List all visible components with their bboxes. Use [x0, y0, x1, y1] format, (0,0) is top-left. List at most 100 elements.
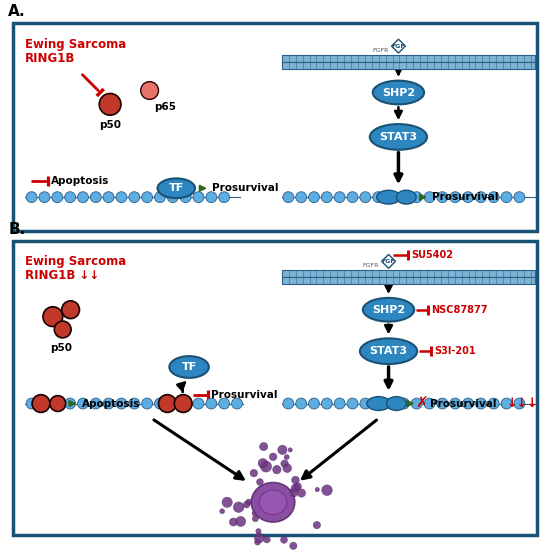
Circle shape	[252, 511, 257, 516]
Circle shape	[424, 192, 435, 202]
Circle shape	[254, 533, 264, 543]
Text: FGFR: FGFR	[362, 263, 379, 268]
Text: B.: B.	[8, 222, 26, 237]
Ellipse shape	[157, 178, 195, 198]
Circle shape	[39, 398, 50, 409]
Bar	[282, 270, 535, 277]
Text: SHP2: SHP2	[372, 305, 405, 315]
Text: FGFR: FGFR	[372, 48, 389, 53]
Circle shape	[129, 398, 140, 409]
Circle shape	[514, 398, 525, 409]
Circle shape	[206, 398, 217, 409]
Circle shape	[206, 192, 217, 202]
Circle shape	[232, 398, 243, 409]
Ellipse shape	[158, 395, 176, 413]
Circle shape	[270, 453, 277, 460]
Circle shape	[116, 192, 127, 202]
Circle shape	[222, 497, 232, 508]
Ellipse shape	[54, 321, 71, 338]
Text: SU5402: SU5402	[411, 250, 453, 260]
Circle shape	[437, 192, 448, 202]
Circle shape	[398, 398, 409, 409]
Text: Prosurvival: Prosurvival	[212, 183, 278, 193]
Circle shape	[292, 476, 299, 484]
Circle shape	[411, 398, 422, 409]
Ellipse shape	[373, 81, 424, 105]
Ellipse shape	[141, 82, 158, 100]
Ellipse shape	[169, 356, 209, 378]
Ellipse shape	[377, 190, 400, 204]
Circle shape	[437, 398, 448, 409]
Circle shape	[347, 398, 358, 409]
Circle shape	[180, 398, 191, 409]
Circle shape	[243, 502, 250, 508]
Circle shape	[424, 398, 435, 409]
Circle shape	[155, 192, 166, 202]
Circle shape	[514, 192, 525, 202]
Circle shape	[488, 398, 499, 409]
Circle shape	[256, 529, 261, 534]
Circle shape	[321, 398, 332, 409]
Circle shape	[129, 192, 140, 202]
Circle shape	[296, 192, 306, 202]
Circle shape	[321, 192, 332, 202]
Circle shape	[193, 398, 204, 409]
Circle shape	[283, 464, 292, 473]
Circle shape	[309, 398, 320, 409]
Circle shape	[219, 509, 224, 514]
Text: Apoptosis: Apoptosis	[81, 399, 140, 409]
Text: p65: p65	[155, 102, 177, 112]
Bar	[282, 55, 535, 62]
Circle shape	[309, 192, 320, 202]
Circle shape	[142, 398, 152, 409]
Circle shape	[386, 192, 397, 202]
Ellipse shape	[259, 490, 287, 515]
Circle shape	[26, 398, 37, 409]
Circle shape	[155, 398, 166, 409]
Circle shape	[229, 518, 238, 526]
Circle shape	[167, 192, 178, 202]
Circle shape	[281, 460, 288, 468]
Circle shape	[450, 398, 461, 409]
Text: p50: p50	[99, 120, 121, 130]
Ellipse shape	[367, 396, 390, 410]
Circle shape	[386, 398, 397, 409]
Text: S3I-201: S3I-201	[434, 346, 476, 356]
Circle shape	[411, 192, 422, 202]
Text: RING1B: RING1B	[25, 52, 75, 65]
FancyBboxPatch shape	[13, 23, 537, 231]
Text: ✗: ✗	[415, 396, 427, 411]
Circle shape	[233, 502, 244, 513]
Ellipse shape	[32, 395, 50, 413]
Text: Apoptosis: Apoptosis	[51, 176, 109, 186]
Circle shape	[26, 192, 37, 202]
Text: STAT3: STAT3	[370, 346, 408, 356]
Circle shape	[142, 192, 152, 202]
Text: A.: A.	[8, 4, 26, 19]
Ellipse shape	[251, 483, 295, 522]
Circle shape	[296, 398, 306, 409]
Circle shape	[180, 192, 191, 202]
Circle shape	[250, 469, 257, 477]
Circle shape	[252, 515, 258, 522]
Circle shape	[334, 192, 345, 202]
Circle shape	[219, 192, 229, 202]
Circle shape	[90, 192, 101, 202]
Circle shape	[65, 398, 75, 409]
Ellipse shape	[43, 307, 63, 326]
Circle shape	[360, 192, 371, 202]
Circle shape	[313, 522, 321, 529]
Text: ↓↓↓: ↓↓↓	[507, 397, 538, 410]
Ellipse shape	[387, 396, 406, 410]
Text: Ewing Sarcoma: Ewing Sarcoma	[25, 38, 126, 51]
Ellipse shape	[62, 301, 80, 319]
Text: Ewing Sarcoma: Ewing Sarcoma	[25, 255, 126, 269]
Circle shape	[280, 537, 288, 543]
Circle shape	[488, 192, 499, 202]
Circle shape	[292, 484, 299, 492]
Text: FGF: FGF	[392, 43, 405, 48]
Ellipse shape	[360, 339, 417, 364]
Text: TF: TF	[182, 362, 197, 372]
FancyBboxPatch shape	[13, 241, 537, 535]
Circle shape	[334, 398, 345, 409]
